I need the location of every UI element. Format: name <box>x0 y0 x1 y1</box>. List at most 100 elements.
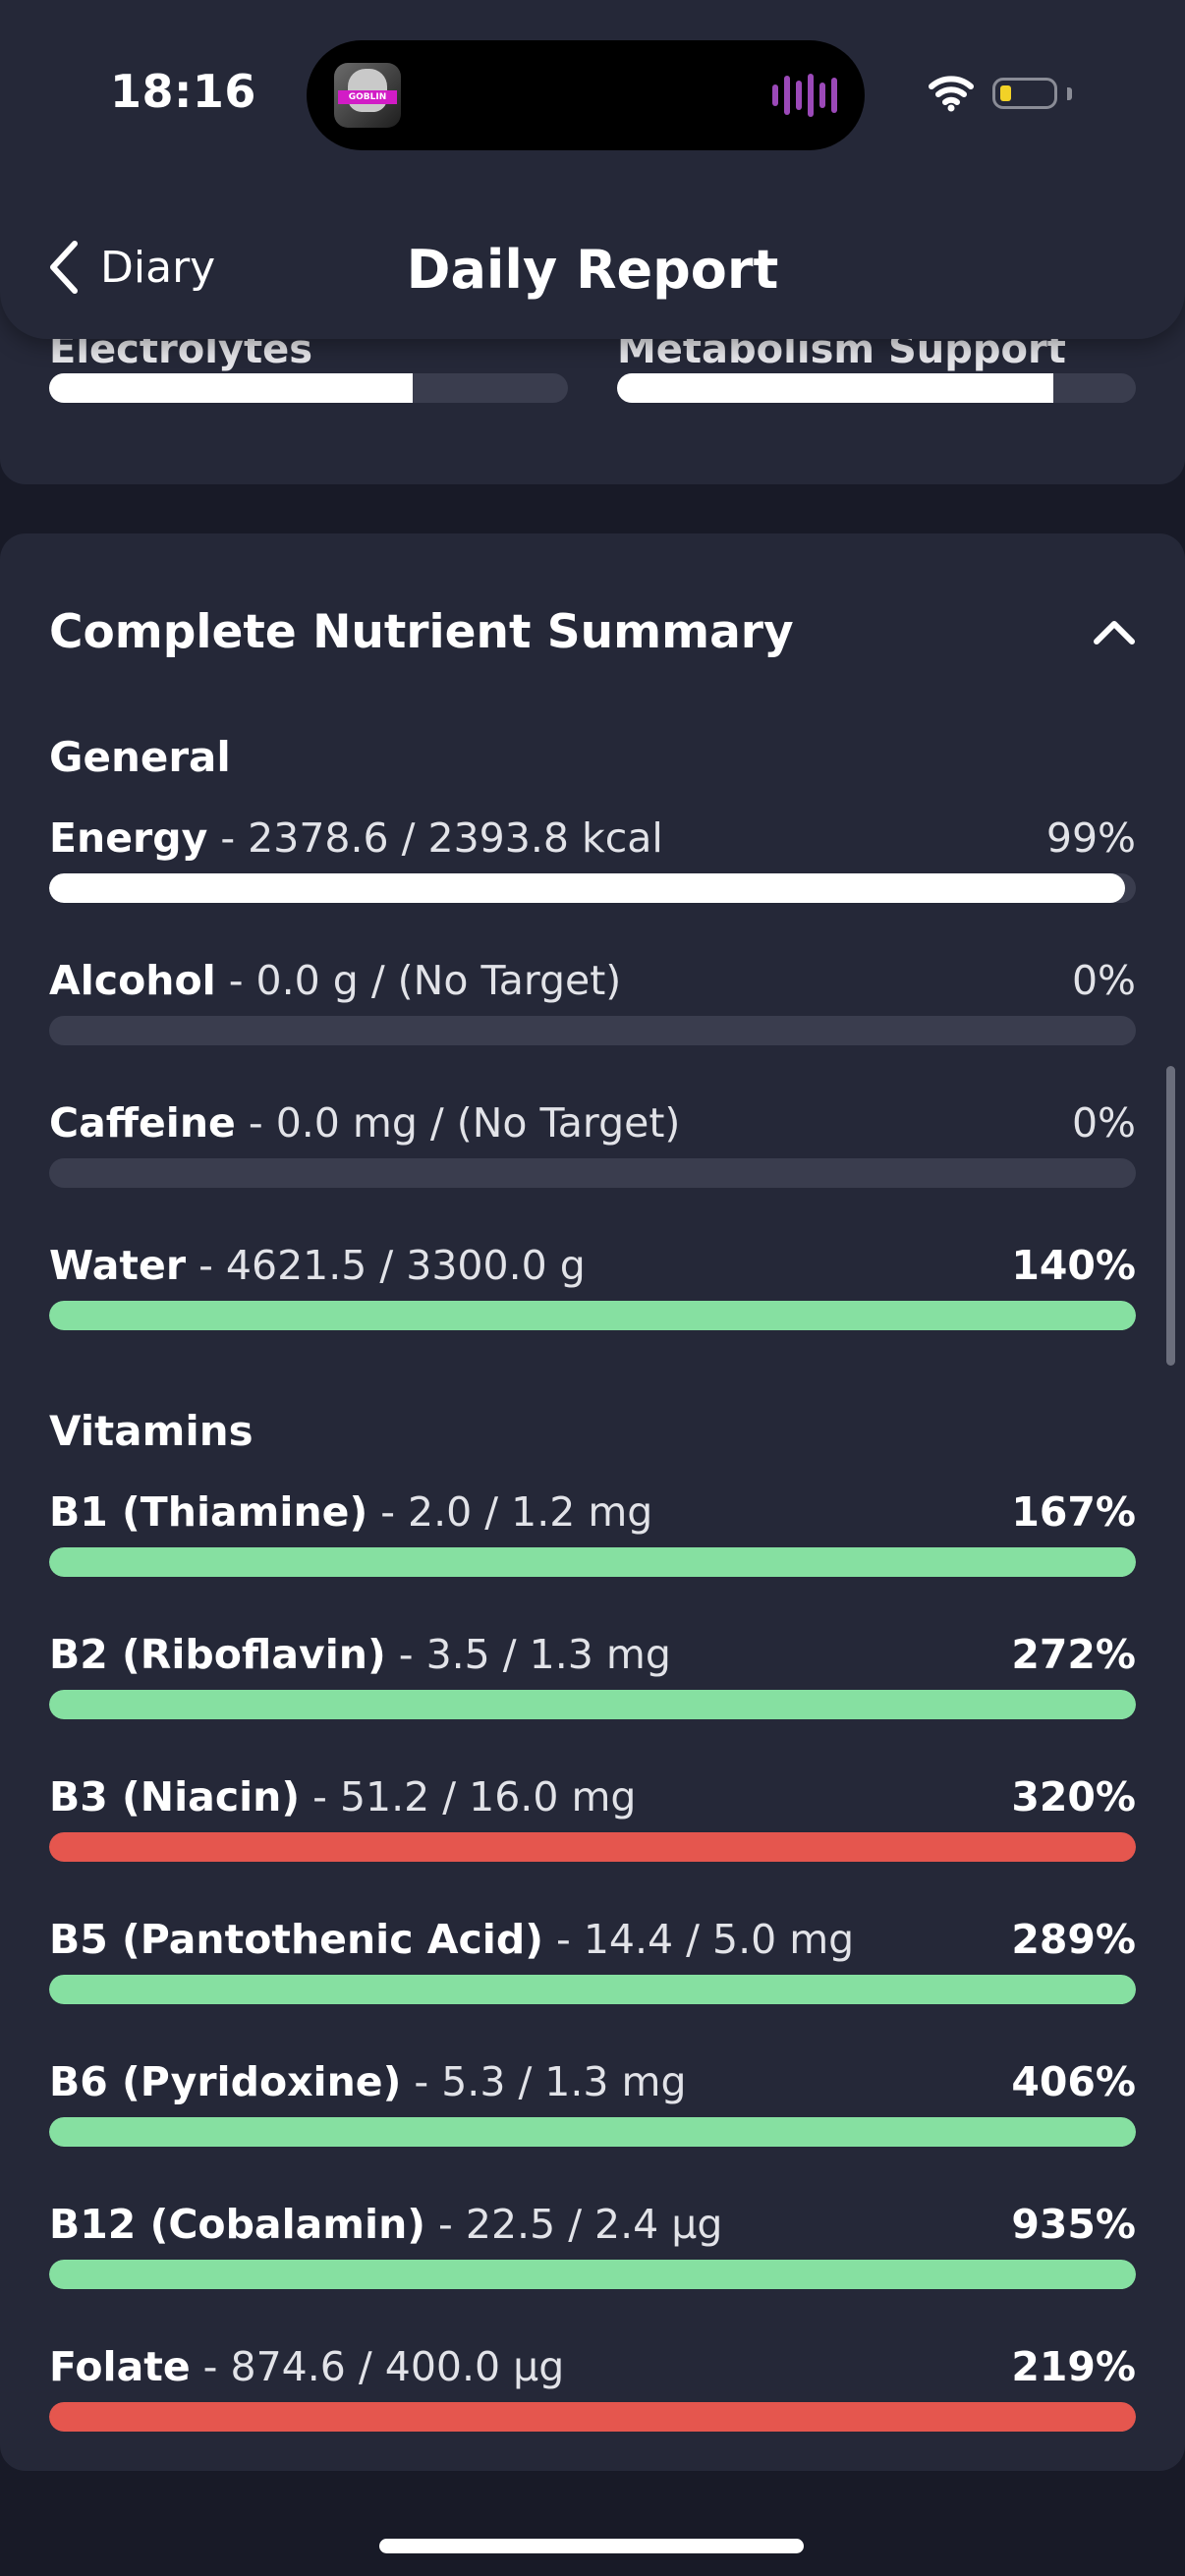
nutrient-amount: - 2378.6 / 2393.8 kcal <box>207 814 663 862</box>
nutrient-name: Alcohol <box>49 957 216 1004</box>
progress-fill <box>49 1975 1136 2004</box>
progress-fill <box>49 873 1125 903</box>
nutrient-amount: - 51.2 / 16.0 mg <box>300 1773 637 1820</box>
nutrient-text: B5 (Pantothenic Acid) - 14.4 / 5.0 mg <box>49 1916 854 1963</box>
nutrient-percent: 935% <box>1011 2201 1136 2248</box>
card-title: Complete Nutrient Summary <box>49 604 794 659</box>
progress-fill <box>49 2260 1136 2289</box>
nutrient-row-folate: Folate - 874.6 / 400.0 µg 219% <box>49 2343 1136 2451</box>
nutrient-percent: 219% <box>1011 2343 1136 2390</box>
home-indicator[interactable] <box>379 2539 804 2553</box>
nutrient-amount: - 4621.5 / 3300.0 g <box>186 1242 586 1289</box>
nutrient-name: B2 (Riboflavin) <box>49 1631 386 1678</box>
nutrient-percent: 406% <box>1011 2058 1136 2105</box>
nutrient-amount: - 5.3 / 1.3 mg <box>401 2058 687 2105</box>
nutrient-name: Energy <box>49 814 208 862</box>
nutrient-amount: - 14.4 / 5.0 mg <box>542 1916 855 1963</box>
nav-header: 18:16 GOBLIN Diary Daily Report <box>0 0 1185 339</box>
progress-track <box>49 1158 1136 1188</box>
nutrient-row-caffeine: Caffeine - 0.0 mg / (No Target) 0% <box>49 1099 1136 1207</box>
progress-track <box>49 2260 1136 2289</box>
nutrient-row-alcohol: Alcohol - 0.0 g / (No Target) 0% <box>49 957 1136 1065</box>
dynamic-island[interactable]: GOBLIN <box>307 40 865 150</box>
nutrient-name: Water <box>49 1242 187 1289</box>
progress-track <box>49 1547 1136 1577</box>
nutrient-row-b5: B5 (Pantothenic Acid) - 14.4 / 5.0 mg 28… <box>49 1916 1136 2024</box>
nutrient-percent: 99% <box>1045 814 1136 862</box>
audio-waveform-icon <box>772 74 837 117</box>
nutrient-row-b1: B1 (Thiamine) - 2.0 / 1.2 mg 167% <box>49 1488 1136 1596</box>
wifi-icon <box>929 76 974 112</box>
progress-track <box>49 1301 1136 1330</box>
nutrient-row-energy: Energy - 2378.6 / 2393.8 kcal 99% <box>49 814 1136 923</box>
nutrient-text: Caffeine - 0.0 mg / (No Target) <box>49 1099 680 1147</box>
progress-track <box>49 873 1136 903</box>
nutrient-text: B12 (Cobalamin) - 22.5 / 2.4 µg <box>49 2201 722 2248</box>
nutrient-row-b6: B6 (Pyridoxine) - 5.3 / 1.3 mg 406% <box>49 2058 1136 2166</box>
section-title-general: General <box>49 733 231 781</box>
scrollbar[interactable] <box>1166 1066 1175 1366</box>
previous-card-track <box>617 373 1136 403</box>
nutrient-percent: 272% <box>1011 1631 1136 1678</box>
nutrient-text: B1 (Thiamine) - 2.0 / 1.2 mg <box>49 1488 652 1536</box>
nutrient-text: Energy - 2378.6 / 2393.8 kcal <box>49 814 663 862</box>
progress-fill <box>49 1547 1136 1577</box>
chevron-left-icon <box>50 241 78 294</box>
artwork-text: GOBLIN <box>338 90 397 104</box>
progress-fill <box>49 1301 1136 1330</box>
nutrient-text: Water - 4621.5 / 3300.0 g <box>49 1242 586 1289</box>
progress-fill <box>49 2117 1136 2147</box>
progress-track <box>49 1690 1136 1719</box>
progress-fill <box>49 2402 1136 2432</box>
nutrient-name: B6 (Pyridoxine) <box>49 2058 402 2105</box>
nutrient-row-b3: B3 (Niacin) - 51.2 / 16.0 mg 320% <box>49 1773 1136 1881</box>
progress-track <box>49 2402 1136 2432</box>
nutrient-amount: - 22.5 / 2.4 µg <box>425 2201 723 2248</box>
nutrient-name: B5 (Pantothenic Acid) <box>49 1916 543 1963</box>
nutrient-summary-card: Complete Nutrient Summary General Energy… <box>0 533 1185 2471</box>
nutrient-percent: 320% <box>1011 1773 1136 1820</box>
nutrient-percent: 140% <box>1011 1242 1136 1289</box>
nutrient-row-water: Water - 4621.5 / 3300.0 g 140% <box>49 1242 1136 1350</box>
now-playing-artwork: GOBLIN <box>334 63 401 128</box>
nutrient-percent: 167% <box>1011 1488 1136 1536</box>
nutrient-amount: - 0.0 mg / (No Target) <box>235 1099 681 1147</box>
battery-tip <box>1067 87 1072 100</box>
nutrient-percent: 0% <box>1071 957 1136 1004</box>
chevron-up-icon[interactable] <box>1093 618 1136 645</box>
nutrient-text: B3 (Niacin) - 51.2 / 16.0 mg <box>49 1773 636 1820</box>
nutrient-text: B6 (Pyridoxine) - 5.3 / 1.3 mg <box>49 2058 687 2105</box>
progress-fill <box>49 1690 1136 1719</box>
nutrient-amount: - 0.0 g / (No Target) <box>215 957 622 1004</box>
nutrient-text: Alcohol - 0.0 g / (No Target) <box>49 957 621 1004</box>
nutrient-amount: - 874.6 / 400.0 µg <box>190 2343 565 2390</box>
nutrient-name: Folate <box>49 2343 191 2390</box>
status-time: 18:16 <box>110 65 256 118</box>
nutrient-text: B2 (Riboflavin) - 3.5 / 1.3 mg <box>49 1631 671 1678</box>
nutrient-name: Caffeine <box>49 1099 236 1147</box>
progress-track <box>49 2117 1136 2147</box>
nutrient-amount: - 3.5 / 1.3 mg <box>385 1631 671 1678</box>
previous-card-fill <box>49 373 413 403</box>
progress-track <box>49 1975 1136 2004</box>
progress-track <box>49 1832 1136 1862</box>
page-title: Daily Report <box>406 239 779 301</box>
previous-card-track <box>49 373 568 403</box>
nutrient-summary-toggle[interactable]: Complete Nutrient Summary <box>49 581 1136 683</box>
nutrient-row-b2: B2 (Riboflavin) - 3.5 / 1.3 mg 272% <box>49 1631 1136 1739</box>
nutrient-percent: 289% <box>1011 1916 1136 1963</box>
nutrient-name: B12 (Cobalamin) <box>49 2201 426 2248</box>
nutrient-name: B3 (Niacin) <box>49 1773 301 1820</box>
nutrient-text: Folate - 874.6 / 400.0 µg <box>49 2343 564 2390</box>
section-title-vitamins: Vitamins <box>49 1407 254 1455</box>
back-label: Diary <box>100 242 216 293</box>
progress-track <box>49 1016 1136 1045</box>
nutrient-amount: - 2.0 / 1.2 mg <box>367 1488 653 1536</box>
progress-fill <box>49 1832 1136 1862</box>
back-button[interactable]: Diary <box>47 240 215 295</box>
nutrient-row-b12: B12 (Cobalamin) - 22.5 / 2.4 µg 935% <box>49 2201 1136 2309</box>
battery-icon <box>992 78 1057 109</box>
previous-card-fill <box>617 373 1053 403</box>
nutrient-name: B1 (Thiamine) <box>49 1488 368 1536</box>
nutrient-percent: 0% <box>1071 1099 1136 1147</box>
